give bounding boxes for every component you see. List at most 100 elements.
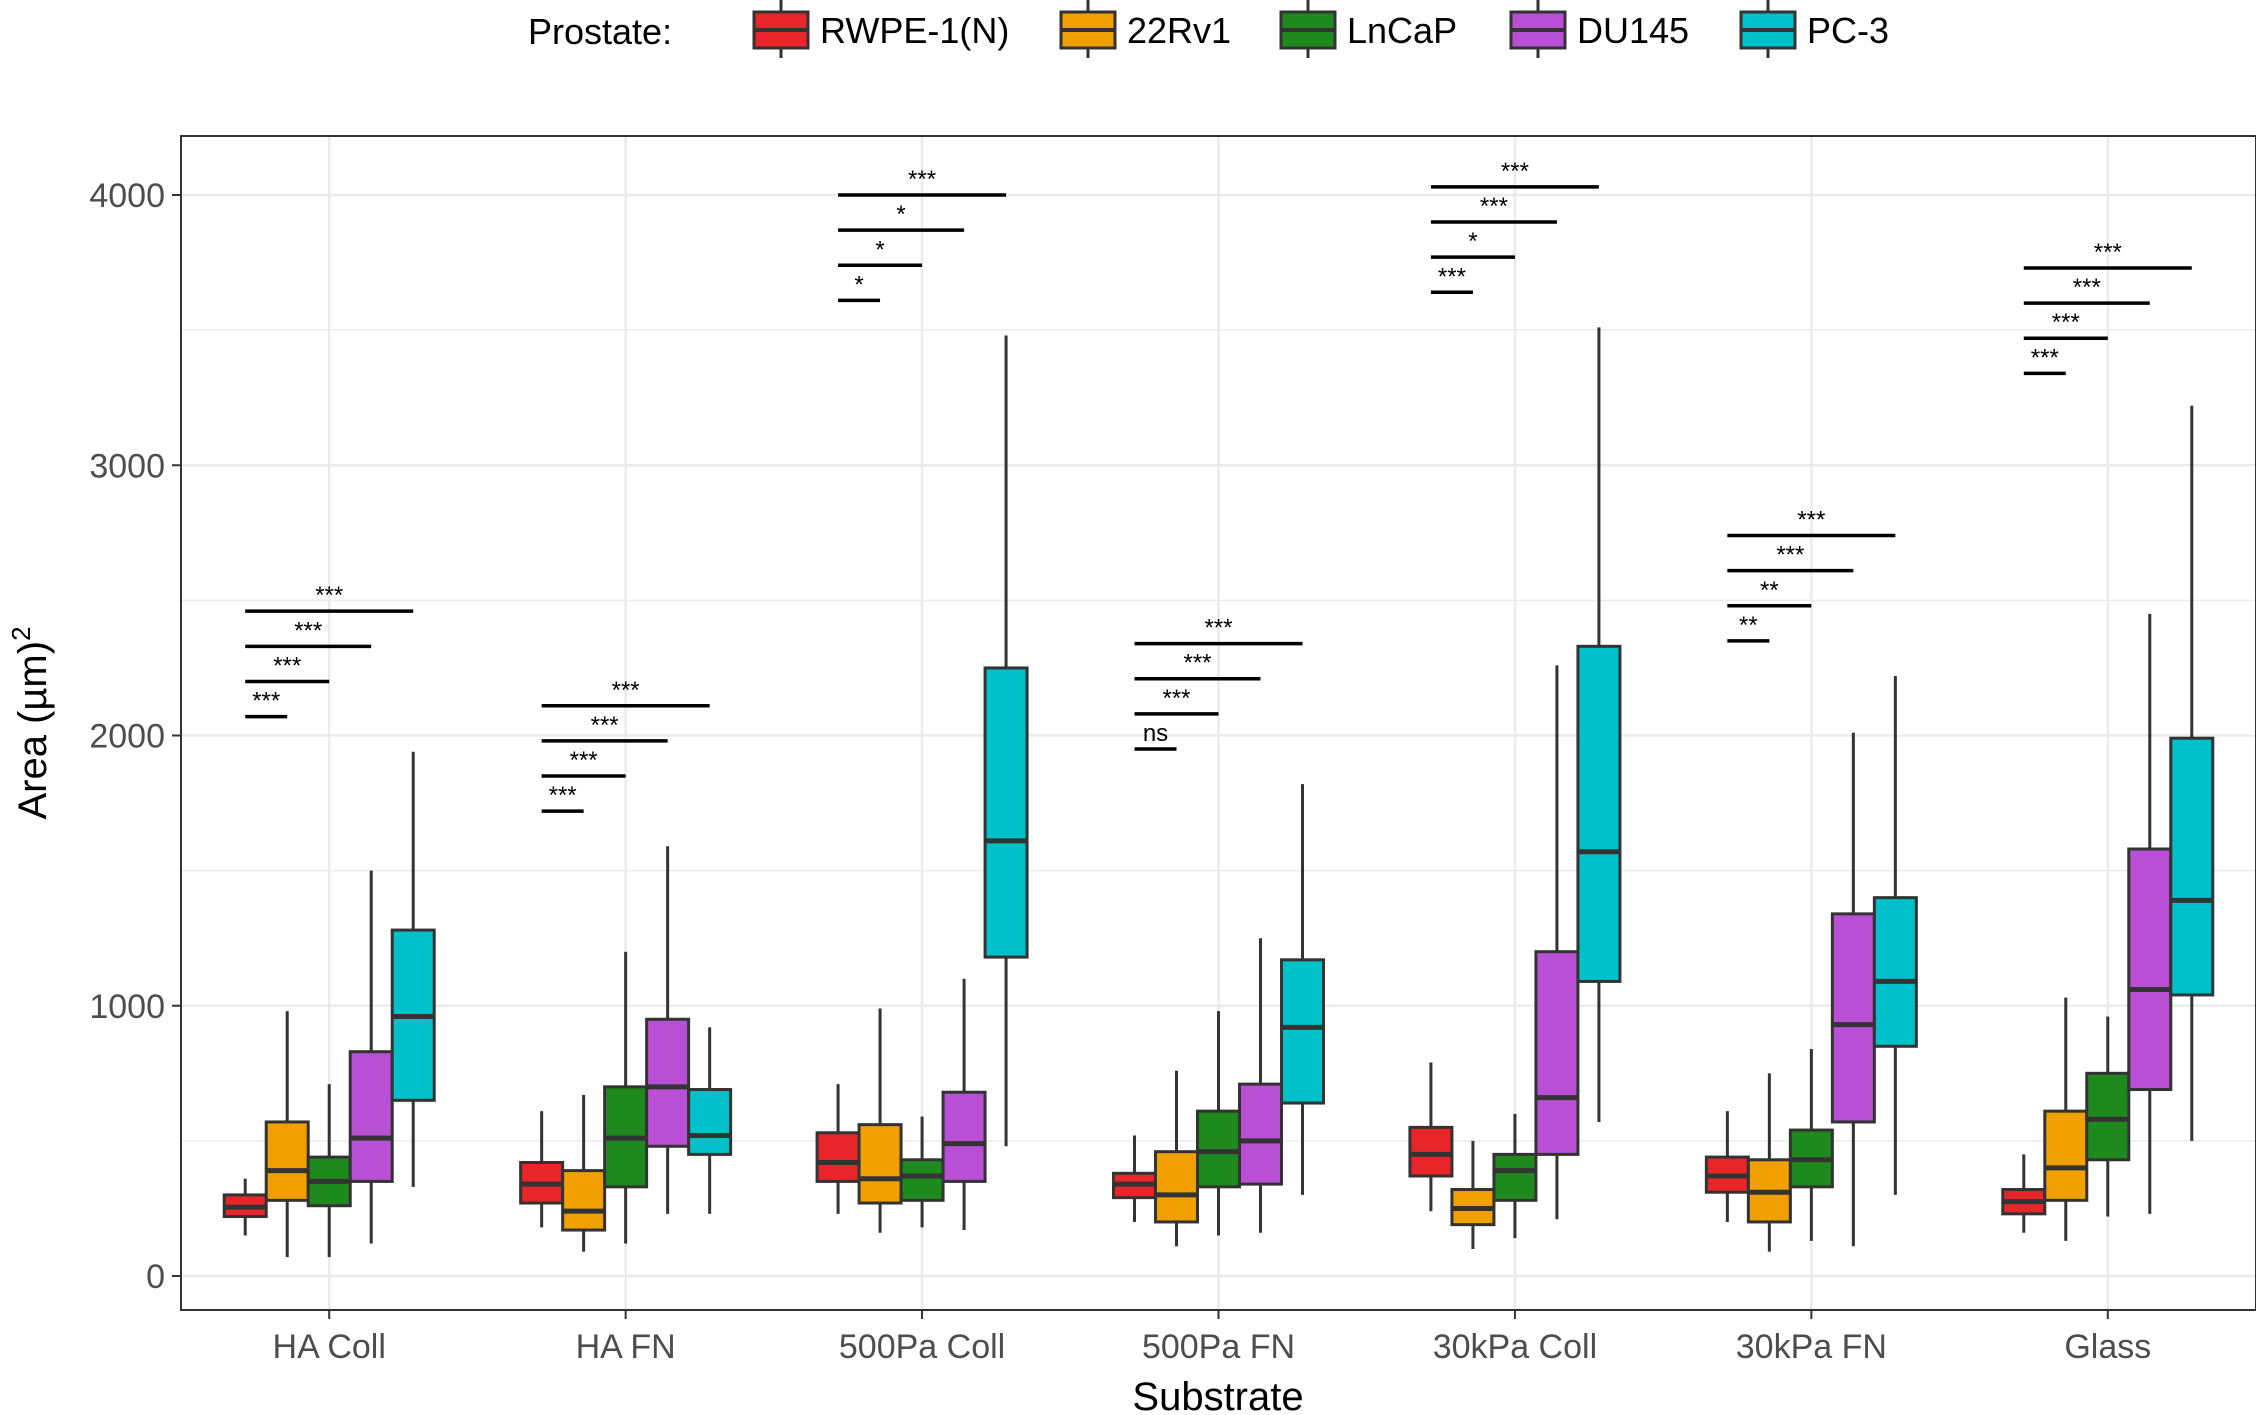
significance-label: *** <box>1776 542 1804 569</box>
significance-label: *** <box>549 782 577 809</box>
y-axis-title: Area (µm)2 <box>6 626 55 819</box>
box-4-6 <box>2169 405 2215 1141</box>
legend-label: DU145 <box>1577 10 1689 51</box>
box-body <box>1576 644 1622 983</box>
box-body <box>561 1169 607 1232</box>
legend-item-2: LnCaP <box>1279 0 1457 58</box>
box-body <box>857 1123 903 1205</box>
significance-layer: ******************************ns********… <box>245 158 2192 813</box>
box-body <box>941 1090 987 1183</box>
box-0-2 <box>815 1084 861 1214</box>
boxes-layer <box>222 327 2215 1258</box>
box-body <box>2043 1109 2089 1202</box>
x-axis: HA Coll HA FN 500Pa Coll 500Pa FN 30kPa Coll… <box>273 1310 2151 1366</box>
legend-label: LnCaP <box>1347 10 1457 51</box>
x-axis-title: Substrate <box>1132 1375 1303 1415</box>
significance-label: *** <box>273 652 301 679</box>
significance-label: *** <box>1162 685 1190 712</box>
box-2-4 <box>1492 1113 1538 1239</box>
box-0-0 <box>222 1178 268 1236</box>
x-tick-label: Glass <box>2064 1328 2151 1366</box>
legend-item-4: PC-3 <box>1739 0 1889 58</box>
y-axis: 0 1000 2000 3000 4000 <box>89 177 181 1296</box>
y-tick-label: 2000 <box>89 718 165 756</box>
box-4-5 <box>1872 676 1918 1195</box>
box-1-5 <box>1746 1073 1792 1252</box>
legend-label: PC-3 <box>1807 10 1889 51</box>
box-body <box>687 1088 733 1156</box>
significance-label: *** <box>591 712 619 739</box>
box-body <box>1238 1082 1283 1186</box>
box-2-6 <box>2085 1016 2131 1217</box>
significance-label: *** <box>1480 193 1508 220</box>
significance-label: *** <box>1501 158 1529 185</box>
box-4-1 <box>687 1027 733 1214</box>
significance-label: ns <box>1143 720 1168 747</box>
box-3-2 <box>941 978 987 1231</box>
x-tick-label: HA FN <box>576 1328 676 1366</box>
x-tick-label: 500Pa FN <box>1142 1328 1295 1366</box>
significance-label: *** <box>252 688 280 715</box>
legend: Prostate: RWPE-1(N) 22Rv1 LnCaP DU145 PC-3 <box>528 0 1889 58</box>
box-0-5 <box>1704 1111 1750 1222</box>
box-body <box>2085 1071 2131 1162</box>
box-2-5 <box>1788 1048 1834 1241</box>
significance-label: * <box>854 271 863 298</box>
box-body <box>899 1158 945 1202</box>
box-body <box>645 1017 691 1148</box>
significance-label: *** <box>1438 263 1466 290</box>
significance-label: * <box>875 236 884 263</box>
significance-label: *** <box>570 747 598 774</box>
box-body <box>1154 1150 1199 1224</box>
significance-label: *** <box>612 677 640 704</box>
box-1-2 <box>857 1008 903 1233</box>
y-tick-label: 4000 <box>89 177 165 215</box>
box-0-3 <box>1112 1135 1157 1222</box>
box-4-2 <box>983 335 1029 1147</box>
x-tick-label: 30kPa Coll <box>1433 1328 1597 1366</box>
box-body <box>1830 912 1876 1124</box>
significance-label: *** <box>2031 344 2059 371</box>
legend-label: RWPE-1(N) <box>820 10 1009 51</box>
legend-item-3: DU145 <box>1509 0 1689 58</box>
significance-label: * <box>896 201 905 228</box>
y-tick-label: 0 <box>146 1258 165 1296</box>
significance-label: *** <box>1183 650 1211 677</box>
significance-label: ** <box>1739 612 1758 639</box>
significance-label: *** <box>294 617 322 644</box>
y-axis-title-superscript: 2 <box>6 626 36 640</box>
box-body <box>1534 950 1580 1156</box>
box-body <box>1872 896 1918 1048</box>
box-body <box>1196 1109 1241 1189</box>
box-body <box>815 1131 861 1183</box>
significance-label: * <box>1468 228 1477 255</box>
box-body <box>983 666 1029 959</box>
box-4-0 <box>390 751 436 1187</box>
box-0-4 <box>1408 1062 1454 1212</box>
x-tick-label: 30kPa FN <box>1736 1328 1887 1366</box>
box-body <box>348 1050 394 1183</box>
x-tick-label: HA Coll <box>273 1328 386 1366</box>
legend-label: 22Rv1 <box>1127 10 1231 51</box>
box-body <box>2169 736 2215 997</box>
box-3-4 <box>1534 665 1580 1220</box>
box-body <box>1408 1125 1454 1178</box>
box-4-3 <box>1280 784 1325 1195</box>
box-1-4 <box>1450 1140 1496 1249</box>
box-body <box>2127 847 2173 1092</box>
box-body <box>264 1120 310 1202</box>
y-tick-label: 1000 <box>89 988 165 1026</box>
legend-title: Prostate: <box>528 11 672 52</box>
legend-item-0: RWPE-1(N) <box>752 0 1009 58</box>
significance-label: ** <box>1760 577 1779 604</box>
significance-label: *** <box>908 166 936 193</box>
significance-label: *** <box>315 582 343 609</box>
x-tick-label: 500Pa Coll <box>839 1328 1005 1366</box>
legend-item-1: 22Rv1 <box>1059 0 1231 58</box>
box-body <box>1280 958 1325 1105</box>
box-2-2 <box>899 1116 945 1228</box>
significance-label: *** <box>2094 239 2122 266</box>
significance-label: *** <box>2052 309 2080 336</box>
box-4-4 <box>1576 327 1622 1122</box>
